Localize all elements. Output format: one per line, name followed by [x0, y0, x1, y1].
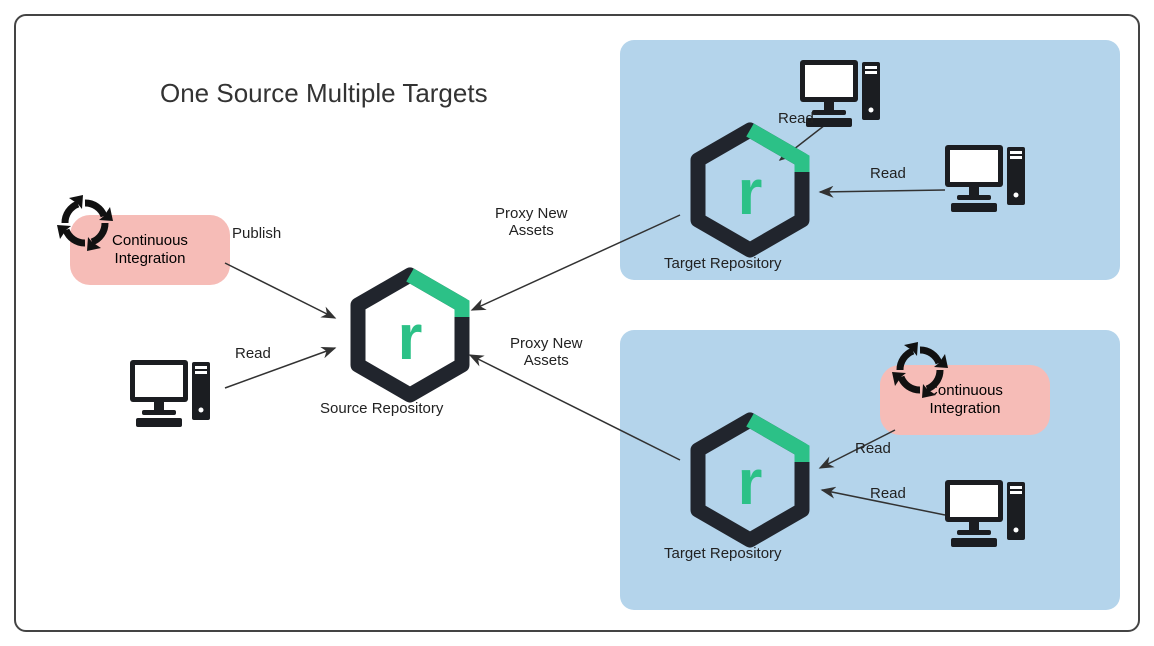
computer-icon — [945, 480, 1025, 547]
arrow-read-t1b — [820, 190, 945, 192]
arrows-group — [225, 125, 945, 515]
arrow-proxy-bottom — [470, 355, 680, 460]
source-repo-icon — [358, 275, 462, 395]
arrow-label-read-t1a: Read — [778, 110, 814, 127]
arrow-label-read-ci-bottom: Read — [855, 440, 891, 457]
arrow-label-publish: Publish — [232, 225, 281, 242]
diagram-canvas: One Source Multiple Targets Continuous I… — [0, 0, 1154, 646]
cycle-icon — [57, 195, 113, 251]
arrow-label-read-left: Read — [235, 345, 271, 362]
target-repo-2-label: Target Repository — [664, 545, 782, 562]
target-repo-1-icon — [698, 130, 802, 250]
cycle-icon — [892, 342, 948, 398]
arrow-label-read-t2: Read — [870, 485, 906, 502]
target-repo-2-icon — [698, 420, 802, 540]
arrow-publish — [225, 263, 335, 318]
computer-icon — [130, 360, 210, 427]
arrow-label-read-t1b: Read — [870, 165, 906, 182]
computer-icon — [945, 145, 1025, 212]
svg-overlay: r — [0, 0, 1154, 646]
source-repo-label: Source Repository — [320, 400, 443, 417]
target-repo-1-label: Target Repository — [664, 255, 782, 272]
arrow-label-proxy-bottom: Proxy New Assets — [510, 335, 583, 369]
arrow-label-proxy-top: Proxy New Assets — [495, 205, 568, 239]
